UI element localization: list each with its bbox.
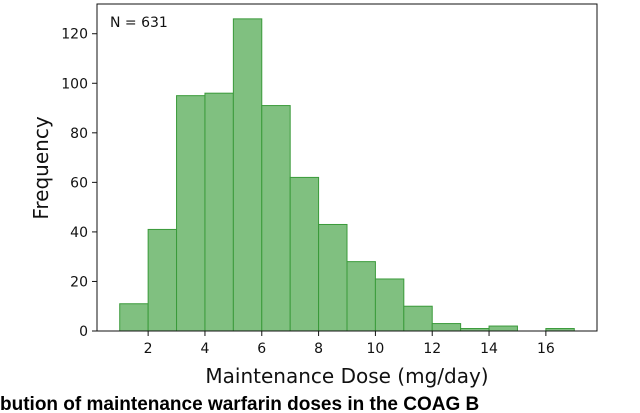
- x-tick-label: 8: [314, 341, 323, 357]
- bars-group: [119, 18, 575, 332]
- histogram-bar: [318, 223, 348, 332]
- histogram-bar: [261, 105, 291, 332]
- histogram-bar: [289, 176, 320, 332]
- histogram-bar: [204, 92, 234, 332]
- y-tick-label: 80: [70, 126, 88, 142]
- histogram-bar: [403, 305, 433, 332]
- figure-caption: bution of maintenance warfarin doses in …: [0, 394, 479, 413]
- histogram-bar: [176, 95, 206, 332]
- x-tick-label: 2: [144, 341, 153, 357]
- x-axis-label: Maintenance Dose (mg/day): [205, 364, 488, 388]
- x-tick-label: 14: [480, 341, 498, 357]
- histogram-bar: [488, 325, 518, 332]
- x-tick-label: 10: [366, 341, 384, 357]
- x-tick-label: 16: [537, 341, 555, 357]
- histogram-bar: [374, 278, 405, 332]
- histogram-bar: [232, 18, 263, 332]
- sample-size-annotation: N = 631: [110, 15, 168, 31]
- y-tick-label: 60: [70, 175, 88, 191]
- x-tick-label: 12: [423, 341, 441, 357]
- x-tick-label: 6: [257, 341, 266, 357]
- histogram-bar: [431, 323, 462, 332]
- y-axis-ticks: 0 20 40 60 80 100 120: [61, 27, 97, 340]
- histogram-bar: [119, 303, 149, 332]
- x-tick-label: 4: [200, 341, 209, 357]
- y-axis-label: Frequency: [29, 116, 53, 219]
- plot-frame: [96, 3, 598, 332]
- histogram-bar: [346, 261, 376, 332]
- x-axis-ticks: 2 4 6 8 10 12 14 16: [144, 331, 555, 357]
- y-tick-label: 20: [70, 274, 88, 290]
- histogram-bar: [147, 228, 178, 332]
- y-tick-label: 0: [79, 324, 88, 340]
- y-tick-label: 40: [70, 225, 88, 241]
- y-tick-label: 120: [61, 27, 88, 43]
- y-tick-label: 100: [61, 76, 88, 92]
